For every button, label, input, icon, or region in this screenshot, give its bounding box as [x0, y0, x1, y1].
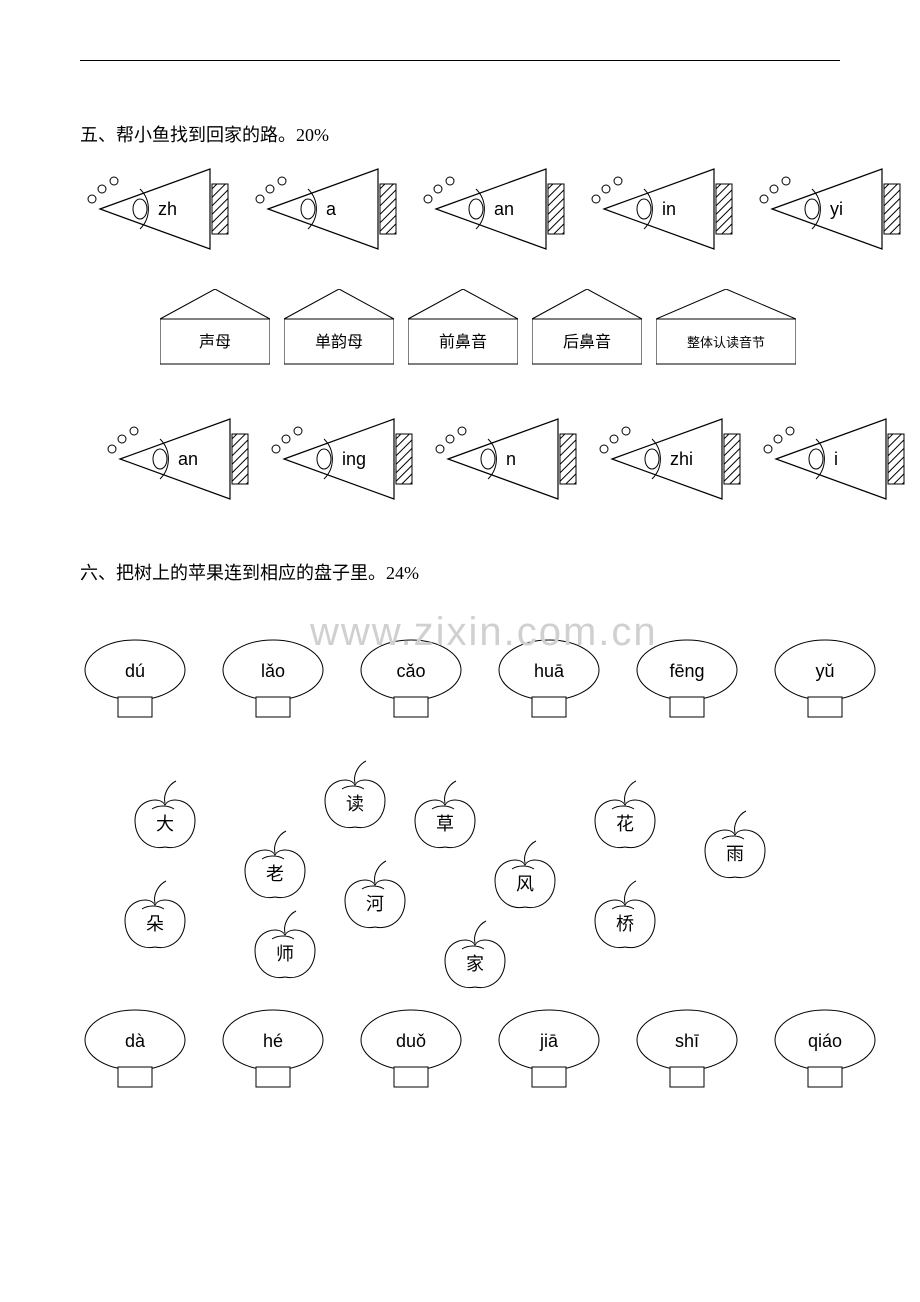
plate-shape: jiā — [494, 1005, 604, 1095]
fish-label: an — [494, 199, 514, 220]
section6-title: 六、把树上的苹果连到相应的盘子里。24% — [80, 559, 840, 585]
apple-label: 读 — [346, 794, 364, 814]
plate-label: shī — [675, 1031, 699, 1051]
fish-shape: an — [416, 159, 580, 259]
fish-shape: n — [428, 409, 592, 509]
plate-shape: cǎo — [356, 635, 466, 725]
apple-label: 河 — [366, 894, 384, 914]
apple-label: 草 — [436, 814, 454, 834]
fish-shape: i — [756, 409, 920, 509]
house-label: 整体认读音节 — [687, 335, 765, 350]
plate-label: jiā — [539, 1031, 559, 1051]
fish-shape: yi — [752, 159, 916, 259]
apple-shape: 草 — [400, 775, 490, 855]
apple-label: 雨 — [726, 844, 744, 864]
house-shape: 后鼻音 — [532, 289, 642, 369]
apple-shape: 老 — [230, 825, 320, 905]
plate-label: dà — [125, 1031, 146, 1051]
top-rule — [80, 60, 840, 61]
apple-label: 风 — [516, 874, 534, 894]
trees-top-row: dú lǎo cǎo huā fēng — [80, 635, 840, 725]
apple-shape: 师 — [240, 905, 330, 985]
plate-label: lǎo — [261, 661, 285, 681]
fish-row-2: an ing — [100, 409, 840, 509]
plate-shape: shī — [632, 1005, 742, 1095]
fish-shape: zhi — [592, 409, 756, 509]
plate-shape: fēng — [632, 635, 742, 725]
plate-shape: hé — [218, 1005, 328, 1095]
apple-label: 老 — [266, 864, 284, 884]
fish-shape: zh — [80, 159, 244, 259]
house-label: 单韵母 — [315, 333, 363, 351]
plate-shape: lǎo — [218, 635, 328, 725]
fish-label: yi — [830, 199, 843, 220]
fish-shape: a — [248, 159, 412, 259]
fish-shape: ing — [264, 409, 428, 509]
fish-shape: in — [584, 159, 748, 259]
apple-shape: 桥 — [580, 875, 670, 955]
house-shape: 声母 — [160, 289, 270, 369]
apple-shape: 大 — [120, 775, 210, 855]
plate-label: duǒ — [396, 1031, 426, 1051]
apple-shape: 家 — [430, 915, 520, 995]
plate-label: qiáo — [808, 1031, 842, 1051]
house-label: 后鼻音 — [563, 333, 611, 351]
plate-shape: huā — [494, 635, 604, 725]
houses-row: 声母 单韵母 前鼻音 后鼻音 整体认读音节 — [160, 289, 840, 369]
section5-title: 五、帮小鱼找到回家的路。20% — [80, 121, 840, 147]
trees-bottom-row: dà hé duǒ jiā shī qi — [80, 1005, 840, 1095]
fish-label: zhi — [670, 449, 693, 470]
plate-shape: dú — [80, 635, 190, 725]
plate-label: fēng — [669, 661, 704, 681]
fish-label: in — [662, 199, 676, 220]
apple-label: 桥 — [616, 914, 634, 934]
fish-label: n — [506, 449, 516, 470]
fish-label: ing — [342, 449, 366, 470]
apple-label: 家 — [466, 954, 484, 974]
plate-shape: dà — [80, 1005, 190, 1095]
fish-label: zh — [158, 199, 177, 220]
fish-label: i — [834, 449, 838, 470]
apple-shape: 风 — [480, 835, 570, 915]
house-shape: 前鼻音 — [408, 289, 518, 369]
plate-shape: yǔ — [770, 635, 880, 725]
fish-label: a — [326, 199, 336, 220]
house-label: 声母 — [199, 333, 231, 351]
apple-label: 朵 — [146, 914, 164, 934]
house-label: 前鼻音 — [439, 333, 487, 351]
apple-label: 大 — [156, 814, 174, 834]
fish-row-1: zh a — [80, 159, 840, 259]
house-shape: 单韵母 — [284, 289, 394, 369]
worksheet-page: 五、帮小鱼找到回家的路。20% zh — [0, 0, 920, 1145]
plate-shape: qiáo — [770, 1005, 880, 1095]
apple-shape: 读 — [310, 755, 400, 835]
plate-shape: duǒ — [356, 1005, 466, 1095]
plate-label: cǎo — [396, 661, 425, 681]
apples-area: 大 读 草 花 老 风 雨 朵 — [80, 735, 840, 995]
fish-label: an — [178, 449, 198, 470]
fish-shape: an — [100, 409, 264, 509]
plate-label: dú — [125, 661, 145, 681]
apple-label: 师 — [276, 944, 294, 964]
apple-shape: 雨 — [690, 805, 780, 885]
plate-label: hé — [263, 1031, 283, 1051]
apple-shape: 河 — [330, 855, 420, 935]
plate-label: huā — [534, 661, 565, 681]
apple-label: 花 — [616, 814, 634, 834]
house-shape: 整体认读音节 — [656, 289, 796, 369]
apple-shape: 花 — [580, 775, 670, 855]
plate-label: yǔ — [815, 661, 834, 681]
apple-shape: 朵 — [110, 875, 200, 955]
